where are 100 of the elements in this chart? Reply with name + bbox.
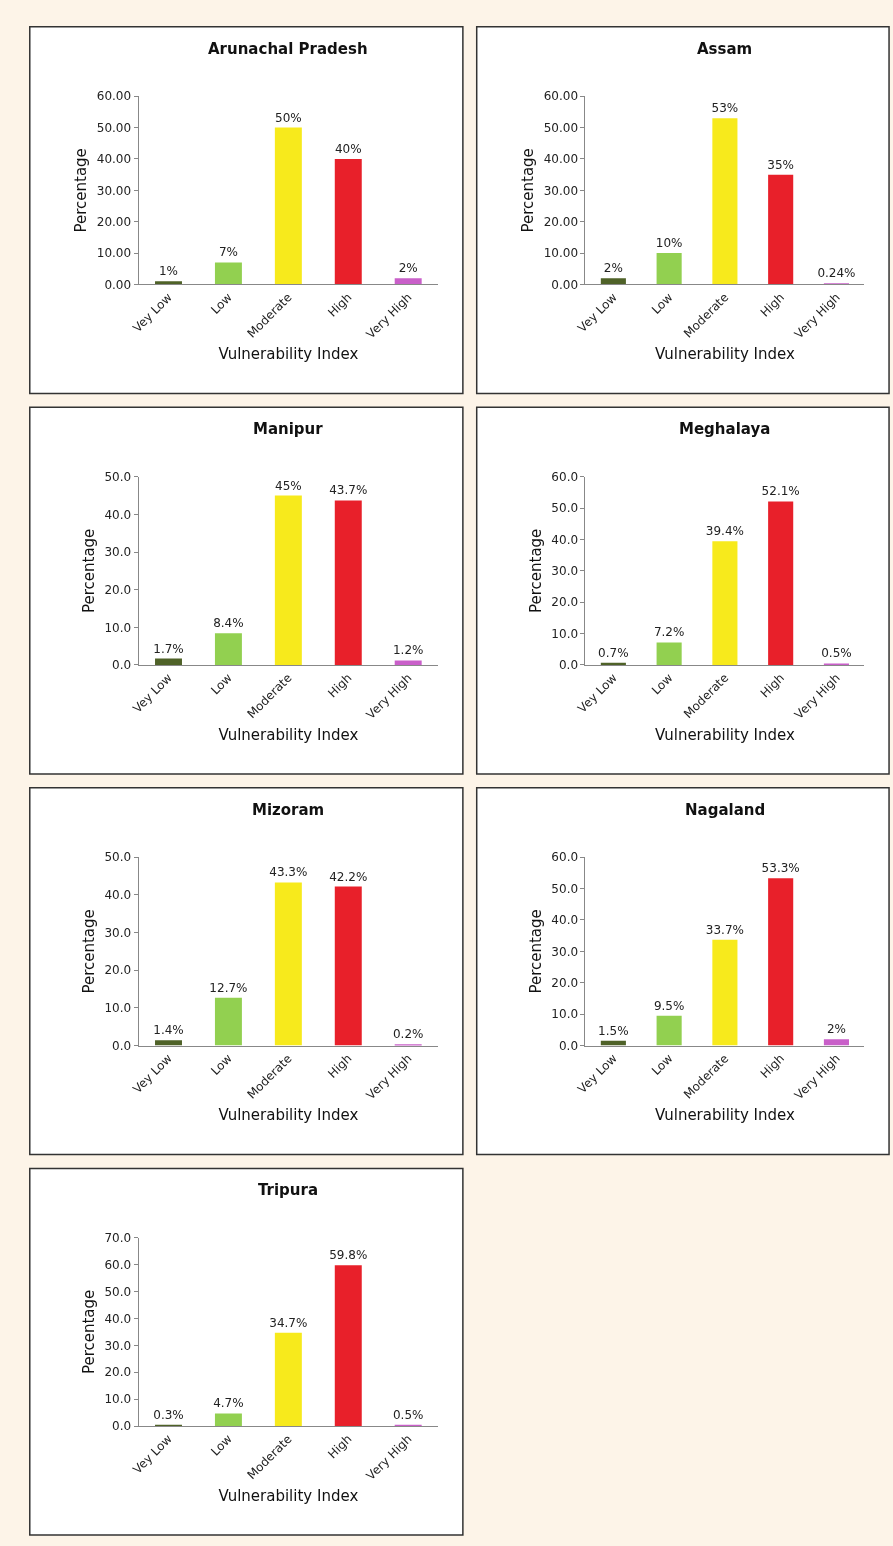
data-label: 39.4% — [705, 524, 744, 539]
y-tick-label: 0.0 — [112, 1038, 132, 1053]
y-axis-title: Percentage — [79, 1289, 98, 1375]
data-label: 0.2% — [392, 1027, 424, 1042]
data-label: 0.7% — [598, 645, 629, 660]
y-tick-label: 10.00 — [96, 246, 132, 261]
x-tick-label: Vey Low — [575, 1051, 620, 1097]
y-tick-label: 50.0 — [551, 881, 579, 896]
y-tick-label: 20.0 — [551, 975, 579, 990]
x-axis-title: Vulnerability Index — [654, 345, 795, 364]
y-tick-label: 10.00 — [543, 246, 579, 261]
chart-title: Nagaland — [685, 801, 766, 819]
y-axis-title: Percentage — [526, 528, 545, 614]
data-label: 1.4% — [153, 1023, 184, 1038]
x-axis-title: Vulnerability Index — [654, 1106, 795, 1125]
y-tick-label: 50.0 — [104, 469, 132, 484]
data-label: 43.7% — [329, 483, 368, 498]
data-label: 59.8% — [329, 1248, 368, 1263]
chart-title: Mizoram — [252, 801, 325, 819]
data-label: 2% — [826, 1022, 846, 1037]
y-tick-label: 40.0 — [104, 507, 132, 522]
data-label: 53% — [711, 101, 739, 116]
y-tick-label: 30.00 — [543, 183, 579, 198]
data-label: 1.7% — [153, 641, 184, 656]
y-tick-label: 40.0 — [551, 532, 579, 547]
data-label: 53.3% — [761, 861, 800, 876]
y-axis-title: Percentage — [79, 528, 98, 614]
data-label: 4.7% — [213, 1396, 244, 1411]
chart-title: Tripura — [258, 1181, 319, 1199]
chart-title: Meghalaya — [679, 420, 771, 438]
data-label: 9.5% — [653, 998, 685, 1013]
y-tick-label: 20.0 — [104, 1365, 132, 1380]
y-tick-label: 20.0 — [551, 595, 579, 610]
data-label: 0.5% — [821, 646, 852, 661]
y-tick-label: 30.0 — [104, 925, 132, 940]
x-tick-label: Vey Low — [130, 290, 175, 336]
y-tick-label: 0.0 — [558, 658, 579, 673]
y-tick-label: 0.0 — [558, 1038, 579, 1053]
data-label: 8.4% — [213, 616, 244, 631]
y-tick-label: 10.0 — [551, 1007, 579, 1022]
data-label: 0.5% — [392, 1407, 424, 1422]
y-tick-label: 0.0 — [112, 1419, 132, 1434]
y-tick-label: 30.0 — [551, 944, 579, 959]
data-label: 1% — [158, 264, 179, 279]
x-axis-title: Vulnerability Index — [218, 725, 359, 744]
x-axis-title: Vulnerability Index — [654, 725, 795, 744]
data-label: 12.7% — [209, 980, 248, 995]
y-tick-label: 0.00 — [551, 277, 579, 292]
data-label: 2% — [603, 261, 623, 276]
y-tick-label: 40.00 — [96, 152, 132, 167]
data-label: 43.3% — [269, 865, 308, 880]
x-tick-label: Vey Low — [130, 1051, 175, 1097]
y-tick-label: 60.0 — [551, 850, 579, 865]
x-tick-label: Vey Low — [575, 290, 620, 336]
y-tick-label: 60.0 — [551, 469, 579, 484]
data-label: 2% — [398, 261, 418, 276]
y-tick-label: 40.0 — [104, 1311, 132, 1326]
y-tick-label: 20.0 — [104, 582, 132, 597]
x-tick-label: Low — [208, 1051, 235, 1078]
y-tick-label: 40.0 — [104, 888, 132, 903]
data-label: 40% — [334, 141, 362, 156]
y-tick-label: 10.0 — [104, 620, 132, 635]
y-tick-label: 50.0 — [551, 501, 579, 516]
data-label: 0.3% — [153, 1407, 184, 1422]
y-tick-label: 50.0 — [104, 850, 132, 865]
y-tick-label: 40.00 — [543, 152, 579, 167]
y-axis-title: Percentage — [79, 909, 98, 994]
y-axis-title: Percentage — [518, 148, 537, 233]
y-tick-label: 50.00 — [96, 120, 132, 135]
data-label: 7% — [218, 245, 238, 260]
y-tick-label: 10.0 — [551, 626, 579, 641]
y-tick-label: 30.0 — [104, 545, 132, 560]
y-tick-label: 60.0 — [104, 1257, 132, 1272]
data-label: 1.2% — [392, 643, 424, 658]
chart-title: Manipur — [253, 420, 324, 438]
data-label: 52.1% — [761, 484, 800, 499]
y-tick-label: 60.00 — [96, 89, 132, 104]
data-label: 33.7% — [705, 922, 744, 937]
x-axis-title: Vulnerability Index — [218, 1486, 359, 1505]
y-tick-label: 10.0 — [104, 1392, 132, 1407]
data-label: 45% — [275, 478, 302, 493]
y-tick-label: 10.0 — [104, 1001, 132, 1016]
data-label: 1.5% — [598, 1023, 629, 1038]
data-label: 0.24% — [817, 266, 856, 281]
y-tick-label: 30.0 — [551, 564, 579, 579]
y-tick-label: 0.00 — [104, 277, 132, 292]
y-tick-label: 50.00 — [543, 120, 579, 135]
data-label: 50% — [275, 110, 302, 125]
x-axis-title: Vulnerability Index — [218, 345, 359, 364]
y-tick-label: 20.0 — [104, 963, 132, 978]
data-label: 34.7% — [269, 1315, 308, 1330]
data-label: 35% — [767, 157, 795, 172]
y-tick-label: 20.00 — [96, 214, 132, 229]
data-label: 7.2% — [653, 625, 685, 640]
x-axis-title: Vulnerability Index — [218, 1106, 359, 1125]
x-tick-label: Low — [648, 1051, 676, 1078]
y-tick-label: 60.00 — [543, 89, 579, 104]
y-tick-label: 50.0 — [104, 1284, 132, 1299]
y-axis-title: Percentage — [526, 909, 545, 994]
y-tick-label: 30.00 — [96, 183, 132, 198]
